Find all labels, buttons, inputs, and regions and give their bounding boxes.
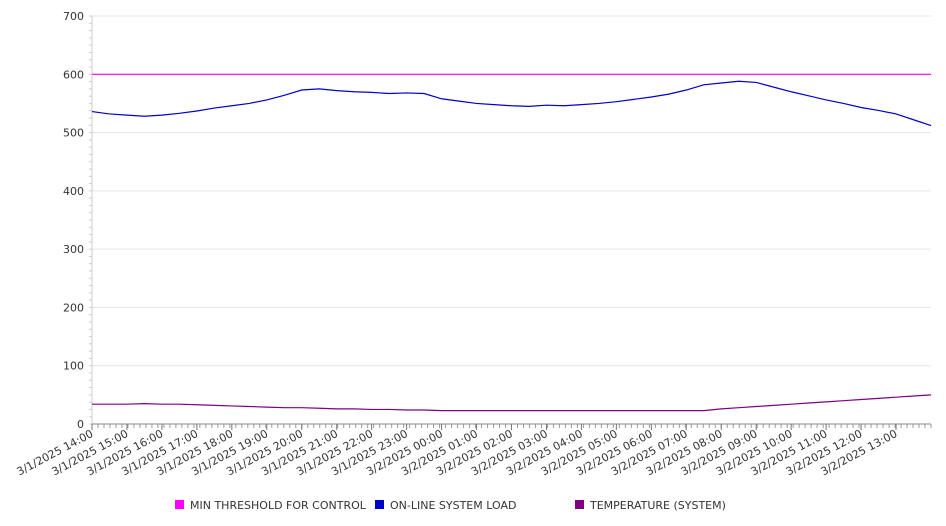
- y-tick-label: 0: [77, 418, 84, 431]
- legend-label-min-threshold-for-control: MIN THRESHOLD FOR CONTROL: [190, 499, 367, 512]
- y-tick-label: 400: [63, 185, 84, 198]
- series-lines: [91, 73, 932, 412]
- legend-label-temperature-system: TEMPERATURE (SYSTEM): [589, 499, 726, 512]
- legend: MIN THRESHOLD FOR CONTROL ON-LINE SYSTEM …: [175, 499, 726, 512]
- y-tick-labels: 0 100 200 300 400 500 600 700: [63, 10, 84, 431]
- y-tick-label: 500: [63, 127, 84, 140]
- series-line-on-line-system-load: [91, 80, 932, 127]
- y-tick-label: 300: [63, 243, 84, 256]
- series-line-temperature-system: [92, 394, 932, 412]
- axes: [89, 15, 932, 430]
- legend-label-on-line-system-load: ON-LINE SYSTEM LOAD: [390, 499, 516, 512]
- y-tick-label: 600: [63, 68, 84, 81]
- y-tick-label: 200: [63, 301, 84, 314]
- gridlines: [92, 15, 931, 367]
- legend-swatch-on-line-system-load: [375, 500, 384, 509]
- legend-swatch-min-threshold-for-control: [175, 500, 184, 509]
- y-tick-label: 100: [63, 360, 84, 373]
- y-tick-label: 700: [63, 10, 84, 23]
- legend-swatch-temperature-system: [575, 500, 584, 509]
- x-tick-labels: 3/1/2025 14:003/1/2025 15:003/1/2025 16:…: [15, 427, 900, 478]
